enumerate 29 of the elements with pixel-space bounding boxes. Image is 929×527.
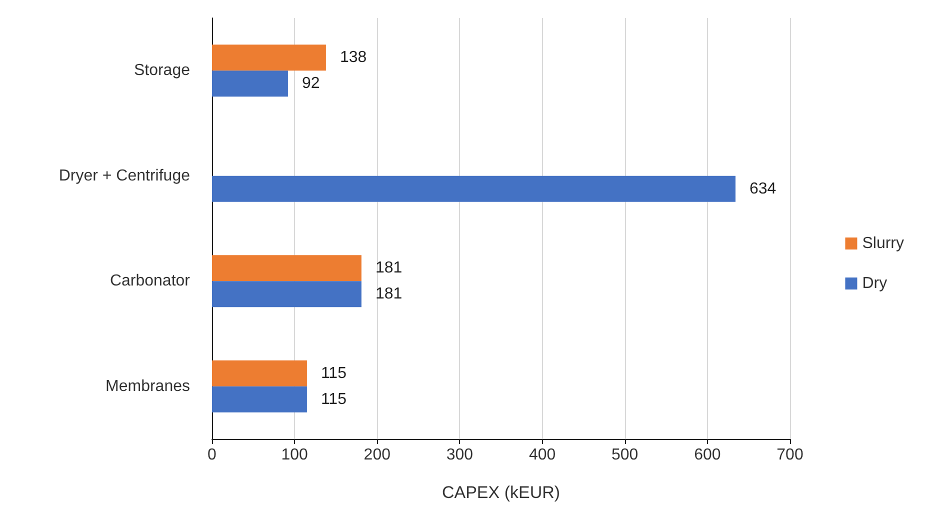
bar: [212, 176, 736, 202]
bar: [212, 44, 326, 71]
x-tick-label: 0: [208, 446, 217, 464]
bar: [212, 386, 307, 412]
y-tick-label: Dryer + Centrifuge: [58, 167, 190, 184]
data-label: 115: [320, 390, 347, 408]
data-label: 634: [750, 180, 776, 198]
x-tick-label: 200: [364, 446, 391, 464]
bar: [212, 360, 307, 386]
data-label: 181: [375, 260, 402, 277]
y-tick-label: Storage: [134, 62, 190, 80]
x-tick-label: 400: [528, 446, 556, 464]
bar: [212, 70, 288, 97]
data-label: 92: [302, 75, 320, 92]
x-tick-label: 500: [612, 446, 638, 464]
legend-label: Slurry: [862, 235, 904, 252]
bar: [212, 255, 362, 282]
x-tick-label: 100: [281, 446, 308, 464]
data-label: 181: [375, 286, 402, 303]
y-tick-label: Membranes: [106, 378, 190, 395]
x-axis-title: CAPEX (kEUR): [442, 483, 560, 502]
legend-label: Dry: [862, 275, 888, 292]
y-tick-label: Carbonator: [110, 272, 191, 290]
x-tick-label: 300: [446, 446, 474, 464]
data-label: 138: [340, 49, 367, 66]
x-tick-label: 600: [694, 446, 721, 464]
x-tick-label: 700: [776, 446, 804, 464]
data-label: 115: [320, 364, 347, 382]
bar: [212, 281, 362, 308]
